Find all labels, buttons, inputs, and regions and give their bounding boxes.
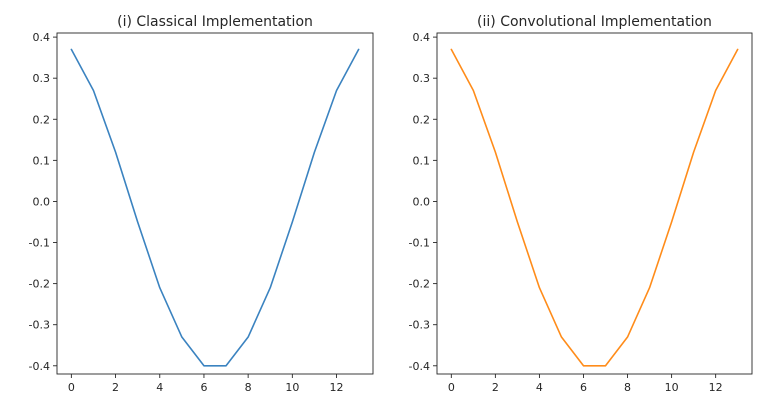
y-tick-label: 0.1	[33, 154, 51, 167]
y-tick-label: -0.1	[29, 237, 50, 250]
y-tick-label: 0.0	[33, 195, 51, 208]
x-tick-label: 4	[536, 381, 543, 394]
chart-title: (ii) Convolutional Implementation	[477, 14, 712, 30]
x-tick-label: 4	[156, 381, 163, 394]
x-tick-label: 2	[112, 381, 119, 394]
y-tick-label: -0.1	[409, 237, 430, 250]
x-tick-label: 12	[330, 381, 344, 394]
y-tick-label: -0.4	[409, 360, 430, 373]
x-tick-label: 6	[200, 381, 207, 394]
y-tick-label: -0.3	[29, 319, 50, 332]
x-tick-label: 10	[285, 381, 299, 394]
chart-panel-convolutional: (ii) Convolutional Implementation 0 2 4 6 8 10…	[409, 14, 753, 394]
y-tick-label: 0.0	[413, 195, 431, 208]
axes-frame	[436, 32, 753, 375]
series-line	[450, 48, 739, 367]
y-tick-label: 0.2	[413, 113, 431, 126]
x-tick-label: 8	[624, 381, 631, 394]
y-tick-label: 0.3	[33, 72, 51, 85]
x-tick-label: 0	[448, 381, 455, 394]
x-tick-label: 0	[68, 381, 75, 394]
chart-title: (i) Classical Implementation	[117, 14, 313, 30]
y-tick-label: -0.4	[29, 360, 50, 373]
y-tick-label: -0.2	[409, 278, 430, 291]
y-tick-label: 0.4	[33, 31, 51, 44]
chart-panel-classical: (i) Classical Implementation 0 2 4 6 8 10 12 0.4…	[29, 14, 374, 394]
x-tick-label: 10	[665, 381, 679, 394]
x-tick-label: 8	[245, 381, 252, 394]
y-tick-label: 0.2	[33, 113, 51, 126]
x-tick-label: 6	[580, 381, 587, 394]
series-line	[70, 48, 360, 367]
y-tick-label: -0.2	[29, 278, 50, 291]
y-tick-label: 0.4	[413, 31, 431, 44]
axes-frame	[56, 32, 374, 375]
y-tick-label: 0.1	[413, 154, 431, 167]
x-tick-label: 2	[492, 381, 499, 394]
y-tick-label: 0.3	[413, 72, 431, 85]
y-tick-label: -0.3	[409, 319, 430, 332]
x-tick-label: 12	[709, 381, 723, 394]
